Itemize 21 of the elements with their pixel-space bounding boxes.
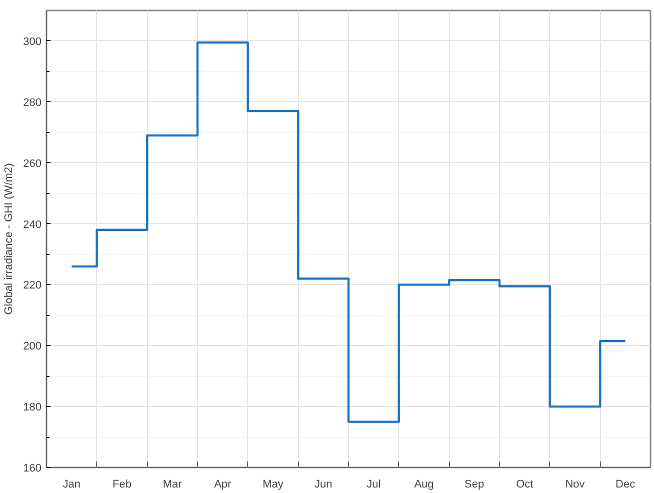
x-tick-label: Mar xyxy=(162,478,182,490)
x-tick-label: Jul xyxy=(366,478,381,490)
y-tick-label: 220 xyxy=(23,280,42,292)
x-tick-label: May xyxy=(262,478,284,490)
y-axis-title: Global irradiance - GHI (W/m2) xyxy=(3,163,16,315)
x-tick-label: Aug xyxy=(414,478,434,490)
x-tick-label: Dec xyxy=(616,478,636,490)
x-tick-label: Feb xyxy=(112,478,132,490)
x-tick-label: Sep xyxy=(464,478,484,490)
y-tick-label: 260 xyxy=(23,158,42,170)
x-tick-label: Nov xyxy=(565,478,586,490)
x-tick-label: Jan xyxy=(62,478,81,490)
y-tick-label: 160 xyxy=(23,462,42,474)
x-tick-label: Apr xyxy=(214,478,232,490)
x-tick-label: Oct xyxy=(516,478,534,490)
y-tick-label: 240 xyxy=(23,218,42,231)
y-tick-label: 200 xyxy=(23,340,42,353)
y-tick-label: 300 xyxy=(23,36,42,48)
y-tick-label: 280 xyxy=(23,96,42,109)
x-tick-label: Jun xyxy=(314,478,332,490)
y-tick-label: 180 xyxy=(23,402,42,414)
